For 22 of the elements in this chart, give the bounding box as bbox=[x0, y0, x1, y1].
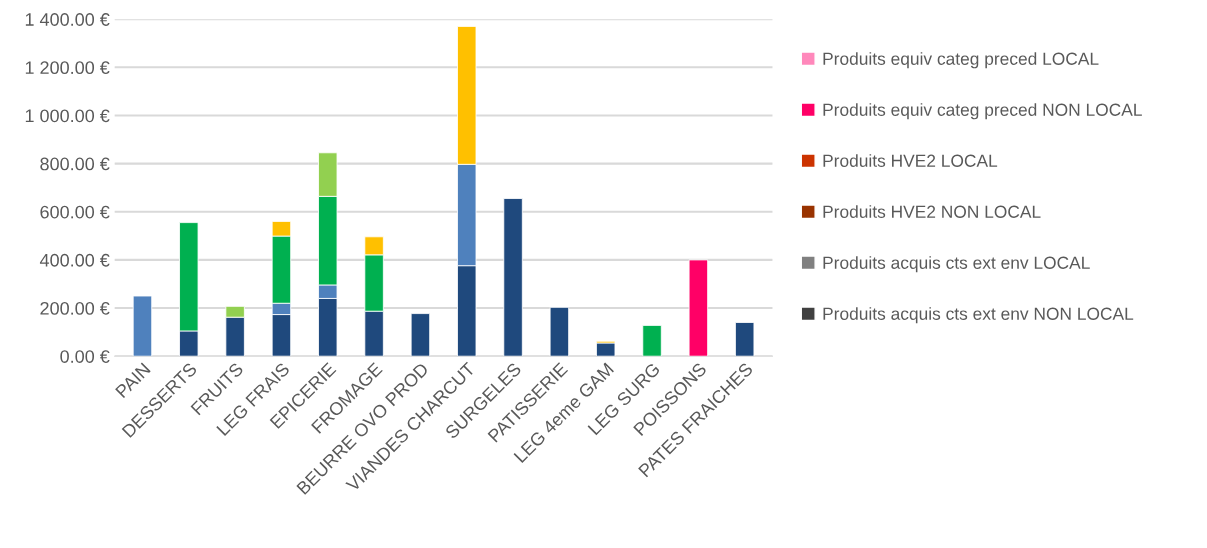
y-tick-label: 400.00 € bbox=[39, 253, 110, 267]
y-tick-label: 800.00 € bbox=[40, 157, 110, 171]
y-tick-label: 1 400.00 € bbox=[25, 13, 110, 26]
bar bbox=[688, 259, 709, 357]
legend-label: Produits acquis cts ext env LOCAL bbox=[823, 256, 1090, 273]
y-tick-label: 600.00 € bbox=[40, 205, 110, 219]
legend-label: Produits HVE2 LOCAL bbox=[823, 154, 998, 167]
bar bbox=[410, 313, 431, 357]
legend-label: Produits equiv categ preced NON LOCAL bbox=[823, 103, 1142, 120]
y-tick-label: 200.00 € bbox=[40, 301, 110, 315]
y-tick-label: 1 200.00 € bbox=[25, 61, 110, 75]
bar bbox=[596, 342, 616, 357]
bar bbox=[642, 324, 662, 357]
bar bbox=[132, 295, 153, 357]
y-tick-label: 0.00 € bbox=[60, 350, 110, 363]
y-tick-label: 1 000.00 € bbox=[25, 109, 110, 123]
bar bbox=[503, 198, 523, 357]
legend-label: Produits HVE2 NON LOCAL bbox=[823, 205, 1041, 218]
bar bbox=[735, 322, 755, 357]
legend-label: Produits acquis cts ext env NON LOCAL bbox=[823, 307, 1134, 324]
bar bbox=[549, 306, 570, 357]
legend-label: Produits equiv categ preced LOCAL bbox=[823, 52, 1099, 69]
